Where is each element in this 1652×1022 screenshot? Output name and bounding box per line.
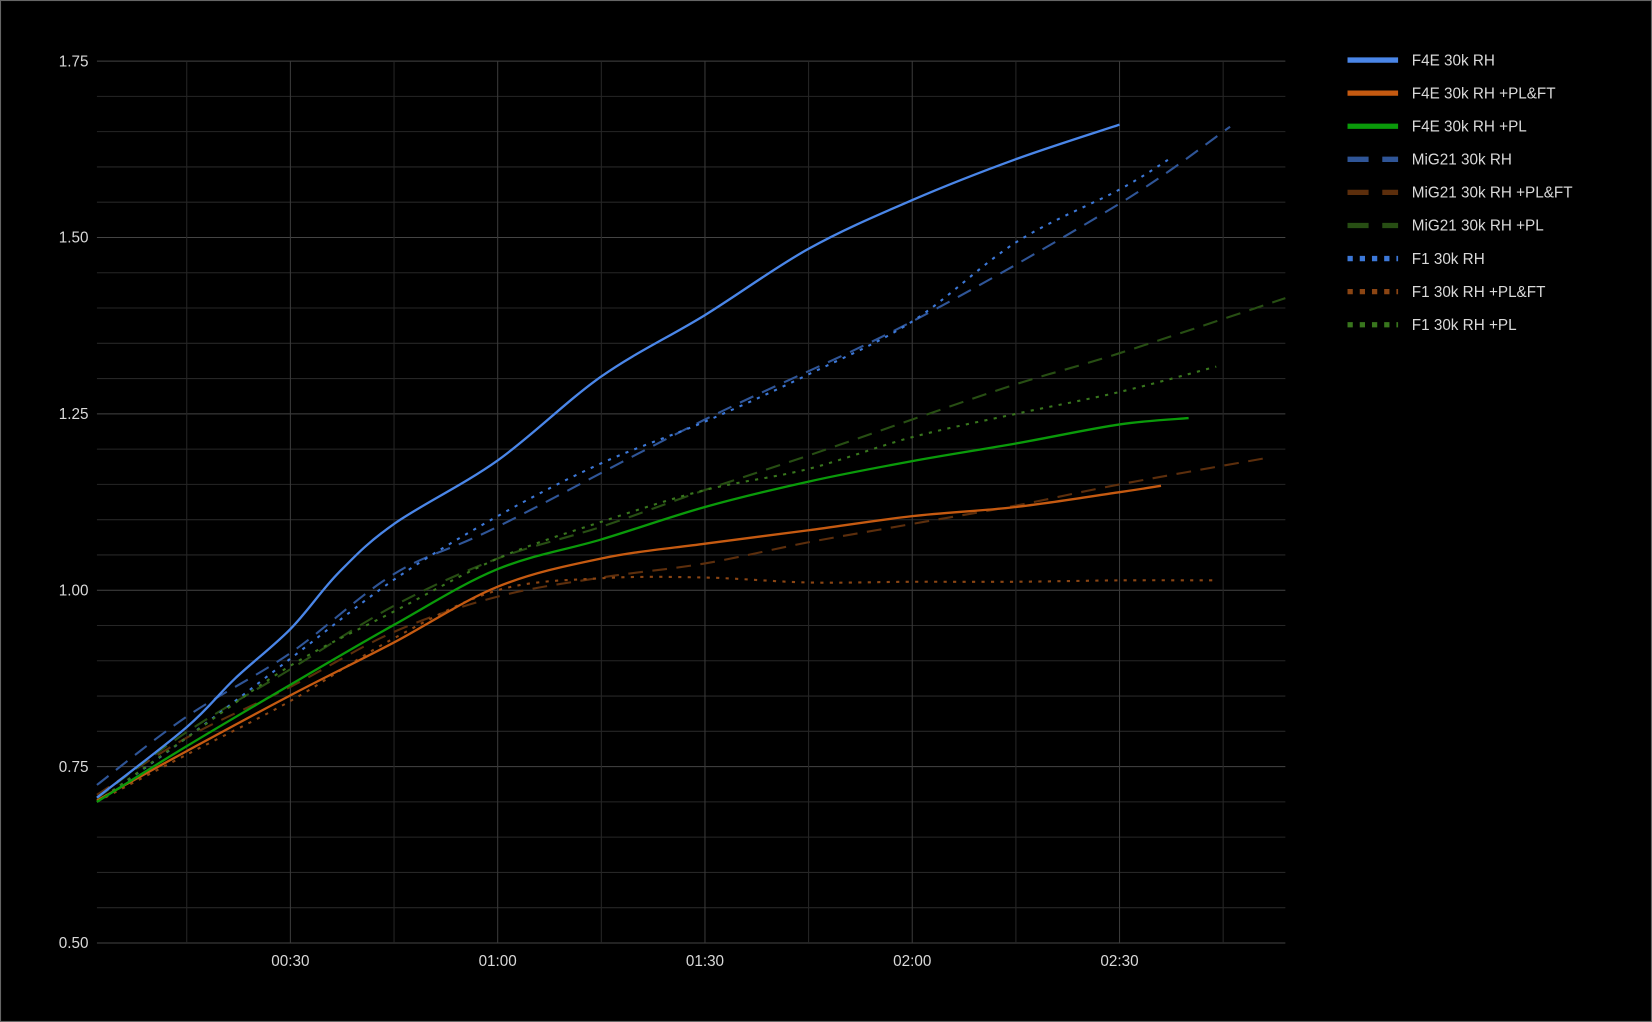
y-tick-label: 1.50 xyxy=(59,230,89,247)
legend-label: F1 30k RH +PL&FT xyxy=(1412,284,1546,301)
legend-label: F1 30k RH xyxy=(1412,251,1485,268)
series-line-5 xyxy=(96,297,1286,800)
x-tick-label: 01:00 xyxy=(479,953,517,970)
series-line-4 xyxy=(96,457,1265,796)
y-tick-label: 0.75 xyxy=(59,759,89,776)
y-tick-label: 1.25 xyxy=(59,406,89,423)
y-tick-label: 1.75 xyxy=(59,53,89,70)
legend-label: MiG21 30k RH xyxy=(1412,152,1512,169)
legend: F4E 30k RH F4E 30k RH +PL&FT F4E 30k RH … xyxy=(1347,52,1573,334)
legend-label: F4E 30k RH +PL xyxy=(1412,118,1527,135)
grid xyxy=(96,60,1286,944)
series-line-3 xyxy=(96,125,1231,786)
legend-label: F4E 30k RH xyxy=(1412,52,1495,69)
x-tick-label: 02:00 xyxy=(893,953,931,970)
legend-label: F4E 30k RH +PL&FT xyxy=(1412,85,1556,102)
x-tick-label: 01:30 xyxy=(686,953,724,970)
series-line-0 xyxy=(96,123,1120,799)
series-lines xyxy=(96,123,1286,803)
y-tick-label: 0.50 xyxy=(59,935,89,952)
y-tick-label: 1.00 xyxy=(59,582,89,599)
y-axis: 0.50 0.75 1.00 1.25 1.50 1.75 xyxy=(59,53,89,952)
legend-label: F1 30k RH +PL xyxy=(1412,317,1517,334)
x-tick-label: 00:30 xyxy=(271,953,309,970)
x-tick-label: 02:30 xyxy=(1100,953,1138,970)
x-axis: 00:30 01:00 01:30 02:00 02:30 xyxy=(271,953,1138,970)
series-line-6 xyxy=(96,158,1169,803)
legend-label: MiG21 30k RH +PL xyxy=(1412,218,1544,235)
series-line-1 xyxy=(96,484,1162,802)
series-line-2 xyxy=(96,416,1189,803)
legend-label: MiG21 30k RH +PL&FT xyxy=(1412,185,1573,202)
